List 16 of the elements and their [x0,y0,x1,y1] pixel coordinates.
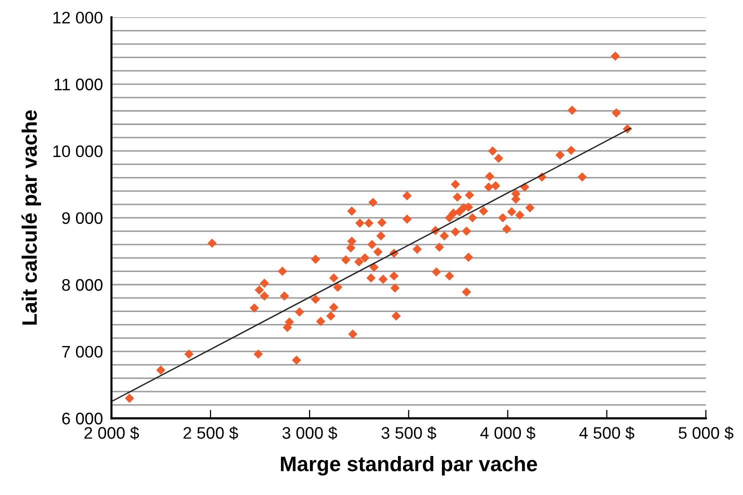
y-tick-label: 7 000 [62,346,102,358]
y-tick-label: 11 000 [54,78,102,90]
y-tick-label: 12 000 [53,12,102,24]
y-tick-label: 8 000 [62,279,102,291]
x-tick-label: 5 000 $ [678,426,734,440]
x-tick-label: 3 500 $ [381,426,436,440]
x-tick-label: 3 000 $ [282,426,338,440]
x-axis-title: Marge standard par vache [280,456,538,476]
y-tick-label: 10 000 [53,145,102,158]
y-axis-title: Lait calculé par vache [21,110,42,325]
x-tick-label: 2 000 $ [84,426,139,440]
x-tick-label: 2 500 $ [184,426,238,440]
x-tick-label: 4 000 $ [480,426,536,440]
x-tick-label: 4 500 $ [579,426,634,440]
y-tick-label: 6 000 [62,412,102,424]
y-tick-label: 9 000 [62,212,102,224]
